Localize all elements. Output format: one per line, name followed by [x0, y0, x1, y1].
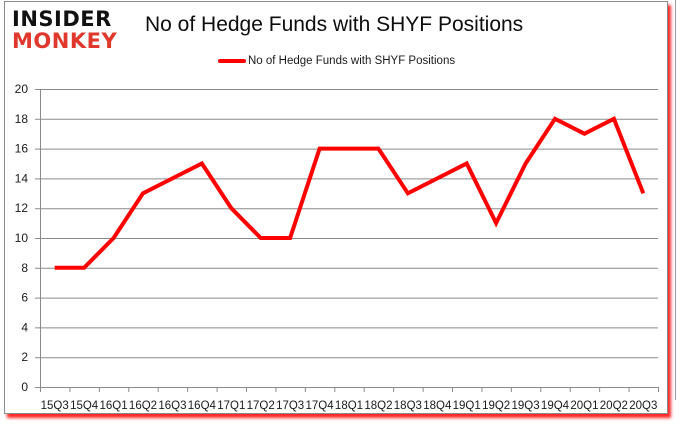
x-tick-label: 15Q4 [70, 400, 99, 412]
x-tick-label: 17Q2 [247, 400, 275, 412]
x-tick-label: 16Q1 [100, 400, 128, 412]
x-tick-label: 18Q3 [394, 400, 422, 412]
x-tick-label: 18Q1 [335, 400, 363, 412]
x-tick-label: 16Q4 [188, 400, 217, 412]
x-tick-label: 17Q3 [276, 400, 304, 412]
x-tick-label: 17Q1 [217, 400, 245, 412]
y-tick-label: 0 [21, 380, 28, 394]
data-series-line [54, 116, 646, 270]
x-tick-label: 20Q1 [570, 400, 598, 412]
y-tick-label: 10 [15, 231, 29, 245]
y-tick-label: 8 [21, 261, 28, 275]
window-edge [675, 0, 676, 400]
x-tick-label: 18Q4 [423, 400, 452, 412]
y-tick-label: 6 [21, 291, 28, 305]
x-tick-label: 19Q1 [453, 400, 481, 412]
x-tick-label: 16Q3 [158, 400, 186, 412]
x-tick-label: 15Q3 [41, 400, 69, 412]
legend-label: No of Hedge Funds with SHYF Positions [248, 55, 456, 67]
x-tick-label: 18Q2 [364, 400, 392, 412]
x-tick-label: 20Q3 [629, 400, 657, 412]
y-tick-label: 18 [15, 112, 29, 126]
y-tick-label: 2 [21, 350, 28, 364]
y-tick-label: 4 [21, 320, 28, 334]
legend: No of Hedge Funds with SHYF Positions [218, 53, 455, 69]
x-tick-label: 17Q4 [306, 400, 335, 412]
y-tick-label: 14 [15, 171, 29, 185]
chart-title: No of Hedge Funds with SHYF Positions [145, 13, 524, 36]
y-tick-label: 16 [15, 142, 29, 156]
logo-line-1: INSIDER [12, 7, 112, 31]
x-tick-label: 19Q4 [541, 400, 570, 412]
chart-frame [4, 1, 668, 414]
logo-line-2: MONKEY [12, 29, 118, 53]
y-tick-label: 12 [15, 201, 29, 215]
x-tick-label: 20Q2 [600, 400, 628, 412]
x-tick-label: 19Q2 [482, 400, 510, 412]
y-tick-label: 20 [15, 82, 29, 96]
x-tick-label: 16Q2 [129, 400, 157, 412]
x-tick-label: 19Q3 [512, 400, 540, 412]
legend-line-swatch [218, 59, 246, 63]
insider-monkey-logo: INSIDER MONKEY [8, 6, 126, 54]
